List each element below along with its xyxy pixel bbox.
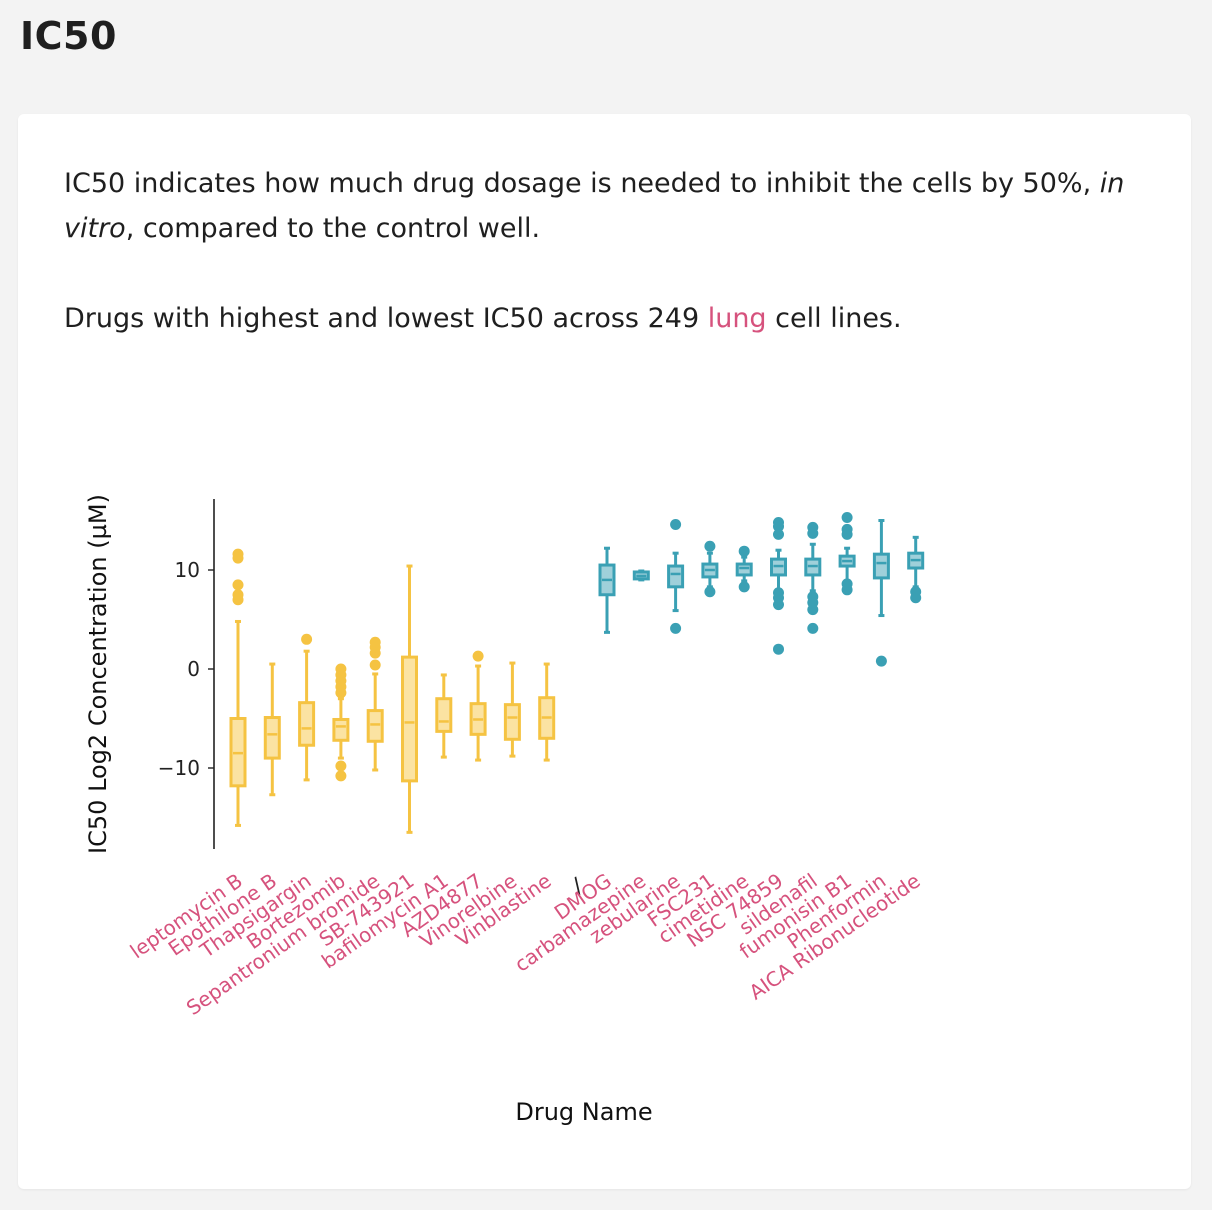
description-end-text: , compared to the control well. <box>125 213 541 244</box>
box <box>401 655 418 783</box>
y-tick-label: 10 <box>175 558 200 582</box>
outlier-point <box>773 587 784 599</box>
outlier-point <box>807 521 819 533</box>
y-tick-label: 0 <box>187 657 200 681</box>
outlier-point <box>738 545 750 557</box>
outlier-point <box>841 512 853 524</box>
outlier-point <box>875 655 887 667</box>
outlier-point <box>704 540 716 552</box>
outlier-point <box>232 548 244 560</box>
outlier-point <box>807 622 819 634</box>
subtitle-post-text: cell lines. <box>766 303 902 334</box>
tissue-link[interactable]: lung <box>707 303 767 334</box>
y-tick-label: −10 <box>158 756 200 780</box>
box <box>872 552 890 580</box>
description-italic-text: in vitro <box>64 168 1125 244</box>
outlier-point <box>773 528 784 540</box>
x-axis-title: Drug Name <box>515 1098 652 1126</box>
box <box>735 562 753 577</box>
outlier-point <box>841 523 853 535</box>
outlier-point <box>301 633 313 645</box>
box <box>263 716 281 760</box>
outlier-point <box>738 581 750 593</box>
outlier-point <box>807 591 819 603</box>
outlier-point <box>369 659 381 671</box>
outlier-point <box>335 770 347 782</box>
outlier-point <box>670 622 682 634</box>
y-axis-title: IC50 Log2 Concentration (µM) <box>84 494 112 854</box>
outlier-point <box>335 760 347 772</box>
box <box>503 703 521 741</box>
ic50-description: IC50 indicates how much drug dosage is n… <box>64 161 1144 251</box>
box <box>435 697 453 733</box>
description-main-text: IC50 indicates how much drug dosage is n… <box>64 168 1092 199</box>
box <box>332 717 350 742</box>
outlier-point <box>910 586 922 598</box>
box <box>667 564 685 589</box>
subtitle-pre-text: Drugs with highest and lowest IC50 acros… <box>64 303 708 334</box>
box <box>366 709 384 743</box>
box <box>298 701 316 747</box>
outlier-point <box>472 650 484 662</box>
outlier-point <box>335 663 347 675</box>
outlier-point <box>841 578 853 590</box>
outlier-point <box>773 643 784 655</box>
outlier-point <box>232 589 244 601</box>
outlier-point <box>704 586 716 598</box>
outlier-point <box>773 516 784 528</box>
outlier-point <box>670 518 682 530</box>
ic50-subtitle: Drugs with highest and lowest IC50 acros… <box>64 296 1144 341</box>
outlier-point <box>369 636 381 648</box>
outlier-point <box>232 579 244 591</box>
page-title: IC50 <box>20 14 117 58</box>
